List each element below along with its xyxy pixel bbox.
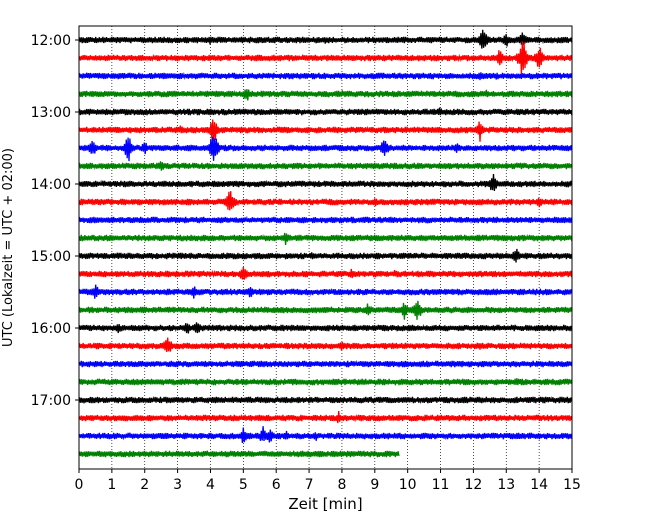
trace-1445: [78, 232, 573, 245]
trace-1345: [78, 161, 573, 171]
x-tick-label: 10: [399, 477, 417, 493]
trace-1315: [78, 119, 573, 142]
x-tick-label: 15: [563, 477, 581, 493]
trace-1245: [78, 89, 573, 101]
y-tick-label: 12:00: [31, 33, 71, 49]
x-tick-label: 4: [206, 477, 215, 493]
trace-1215: [78, 41, 573, 75]
x-tick-label: 5: [239, 477, 248, 493]
trace-1600: [78, 322, 573, 334]
y-tick-label: 16:00: [31, 321, 71, 337]
vertical-grid: [111, 26, 540, 469]
trace-1545: [78, 300, 573, 320]
x-axis-label: Zeit [min]: [288, 495, 362, 513]
trace-1615: [78, 337, 573, 352]
x-tick-label: 11: [432, 477, 450, 493]
trace-1330: [78, 136, 573, 162]
y-tick-label: 13:00: [31, 105, 71, 121]
y-axis-label: UTC (Lokalzeit = UTC + 02:00): [1, 148, 16, 347]
trace-1430: [78, 215, 573, 225]
y-tick-label: 15:00: [31, 249, 71, 265]
trace-1715: [78, 411, 573, 424]
x-tick-label: 2: [140, 477, 149, 493]
x-tick-label: 9: [370, 477, 379, 493]
trace-1300: [78, 107, 573, 116]
x-tick-label: 14: [530, 477, 548, 493]
x-tick-label: 3: [173, 477, 182, 493]
x-tick-label: 8: [337, 477, 346, 493]
trace-1200: [78, 29, 573, 49]
trace-1230: [78, 71, 573, 81]
trace-1530: [78, 284, 573, 299]
trace-1730: [78, 426, 573, 443]
x-tick-label: 0: [75, 477, 84, 493]
y-tick-label: 14:00: [31, 177, 71, 193]
y-tick-label: 17:00: [31, 393, 71, 409]
trace-1415: [78, 191, 573, 211]
x-tick-label: 7: [305, 477, 314, 493]
trace-1630: [78, 359, 573, 368]
x-tick-label: 13: [497, 477, 515, 493]
x-axis-ticks: 0 1 2 3 4 5 6 7 8 9 10 11 12 13 14 15: [75, 469, 581, 493]
x-tick-label: 1: [107, 477, 116, 493]
x-tick-label: 6: [272, 477, 281, 493]
y-axis-ticks: 12:00 13:00 14:00 15:00 16:00 17:00: [31, 33, 79, 409]
trace-1515: [78, 267, 573, 280]
seismogram-traces: [78, 29, 573, 458]
trace-1500: [78, 248, 573, 263]
trace-1400: [78, 173, 573, 192]
plot-frame: [78, 25, 573, 470]
trace-1700: [78, 395, 573, 405]
trace-1645: [78, 378, 573, 387]
trace-1745: [78, 450, 400, 458]
x-tick-label: 12: [464, 477, 482, 493]
